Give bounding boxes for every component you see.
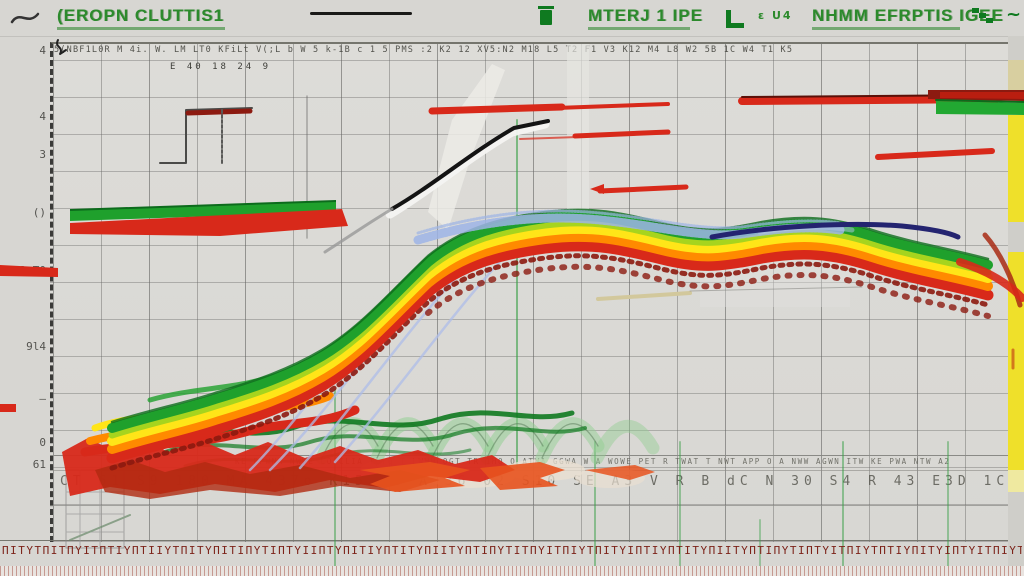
black-white-curve xyxy=(323,119,550,254)
left-ribbon xyxy=(0,200,348,412)
y-axis-label: 61 xyxy=(32,458,46,471)
y-axis-label: 0 xyxy=(39,436,46,449)
y-axis-label: 4 xyxy=(39,44,46,57)
y-axis-label: () xyxy=(32,206,46,219)
top-tick-labels: 5(NBF1L0R M 4i. W. LM LT0 KFiLt V(;L b W… xyxy=(54,45,794,55)
y-axis-label: 9l4 xyxy=(26,340,46,353)
stairs-icon[interactable] xyxy=(972,8,979,13)
toolbar: (EROPN CLUTTIS1 MTERJ 1 IPE ε U4 NHMM EF… xyxy=(0,0,1024,37)
y-axis-label: – xyxy=(39,392,46,405)
table-row-small: KE EPWNA NWWE LO CLIA Tprq T LWWW OGT TR… xyxy=(235,457,951,466)
x-axis-tick-glyphs: ΠΙΤΥΤΠΙΤΠΥΙΤΠΤΙΥΠΤΙΙΥΤΠΙΤΥΠΙΤΙΠΥΤΙΠΤΥΙΙΠ… xyxy=(2,544,1022,557)
yellow-highlight-bar[interactable] xyxy=(1008,115,1024,222)
top-annotation: E 40 18 24 9 xyxy=(170,62,272,72)
toolbar-title-left[interactable]: (EROPN CLUTTIS1 xyxy=(57,6,225,25)
separator xyxy=(50,455,1008,456)
right-edge-bands xyxy=(928,90,1024,370)
toolbar-title-center[interactable]: MTERJ 1 IPE xyxy=(588,6,703,25)
y-axis-label: 3 xyxy=(39,148,46,161)
navy-line xyxy=(709,222,961,240)
toolbar-underline xyxy=(588,27,690,30)
toolbar-mid-marks: ε U4 xyxy=(758,9,793,22)
x-axis-microticks xyxy=(0,566,1024,576)
y-axis-label: 4 xyxy=(39,110,46,123)
corner-bracket-icon[interactable] xyxy=(726,10,744,28)
toolbar-divider-line xyxy=(310,12,412,15)
rainbow-band xyxy=(112,208,988,468)
separator xyxy=(0,540,1024,541)
toolbar-underline xyxy=(812,27,960,30)
separator xyxy=(50,505,1008,506)
bar-gap xyxy=(1008,222,1024,252)
trash-icon[interactable] xyxy=(538,6,554,25)
toolbar-underline xyxy=(57,27,225,30)
toolbar-scribbles xyxy=(10,12,67,55)
beige-bar xyxy=(1008,60,1024,92)
tilde-icon[interactable]: ~ xyxy=(1006,4,1022,25)
pale-yellow-bar xyxy=(1008,470,1024,492)
toolbar-title-right[interactable]: NHMM EFRPTIS IGEE xyxy=(812,6,1004,25)
